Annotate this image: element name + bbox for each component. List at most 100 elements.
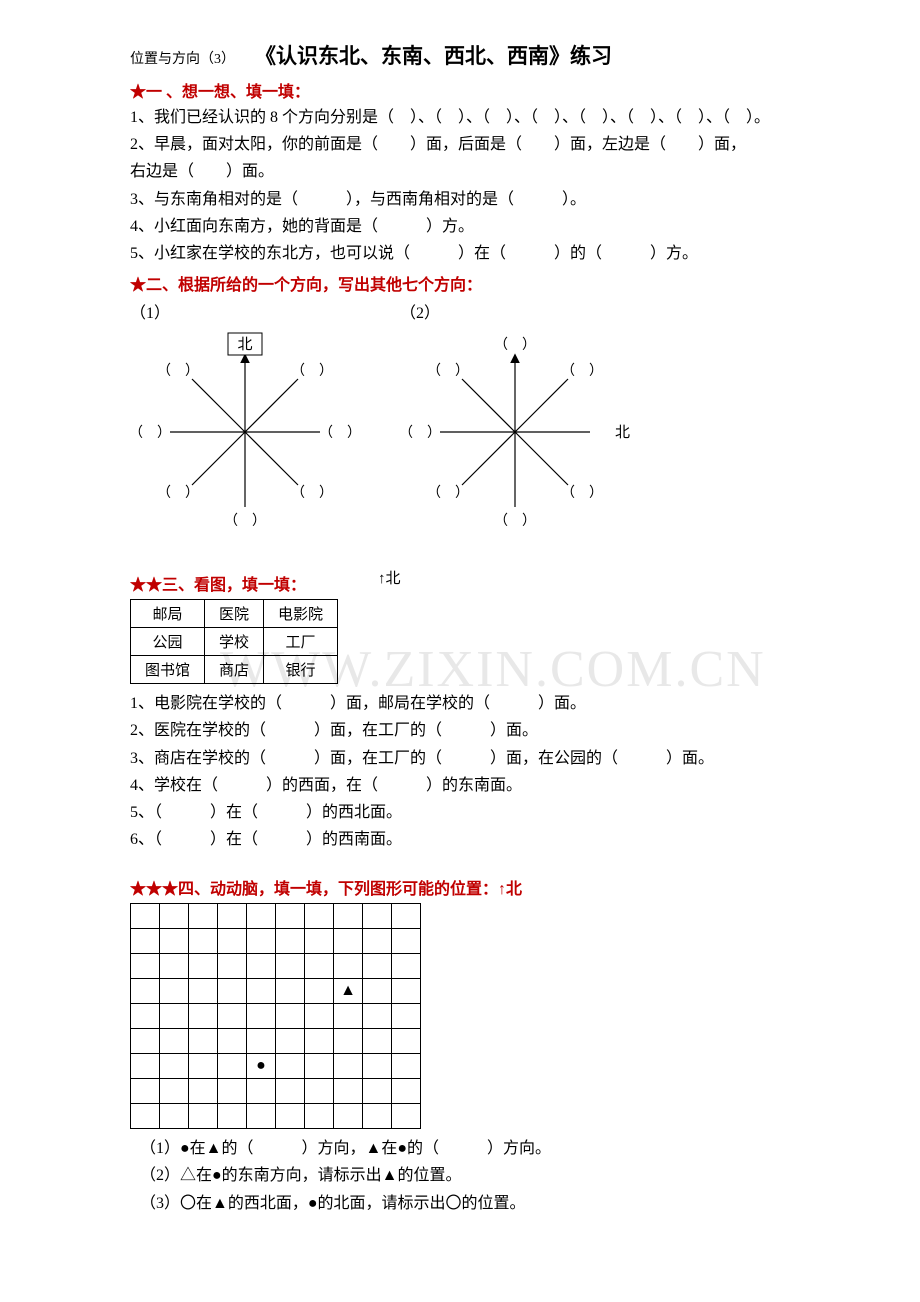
grid-cell	[305, 1029, 334, 1054]
s3-q5: 5、（ ）在（ ）的西北面。	[130, 799, 790, 826]
grid-cell	[218, 929, 247, 954]
s3-q1: 1、电影院在学校的（ ）面，邮局在学校的（ ）面。	[130, 690, 790, 717]
loc-cell: 医院	[205, 600, 264, 628]
s3-q4: 4、学校在（ ）的西面，在（ ）的东南面。	[130, 772, 790, 799]
grid-cell	[189, 1004, 218, 1029]
d2-blank-sw: （ ）	[427, 485, 469, 501]
loc-cell: 商店	[205, 656, 264, 684]
grid-cell	[218, 1079, 247, 1104]
d1-blank-sw: （ ）	[157, 485, 199, 501]
grid-cell	[160, 954, 189, 979]
grid-cell	[189, 1104, 218, 1129]
north-marker-s3: ↑北	[378, 567, 401, 588]
loc-cell: 银行	[264, 656, 338, 684]
grid-cell	[189, 954, 218, 979]
grid-cell	[247, 904, 276, 929]
grid-cell	[392, 954, 421, 979]
d2-east-label: 北	[615, 424, 630, 441]
grid-cell	[247, 1079, 276, 1104]
s3-q6: 6、（ ）在（ ）的西南面。	[130, 826, 790, 853]
grid-cell	[131, 1104, 160, 1129]
grid-cell	[218, 954, 247, 979]
grid-cell	[131, 904, 160, 929]
location-table: 邮局 医院 电影院 公园 学校 工厂 图书馆 商店 银行	[130, 599, 338, 684]
d1-blank-ne: （ ）	[291, 363, 333, 379]
header-small: 位置与方向（3）	[130, 48, 235, 68]
grid-cell	[363, 979, 392, 1004]
s1-q1: 1、我们已经认识的 8 个方向分别是（ ）、（ ）、（ ）、（ ）、（ ）、（ …	[130, 104, 790, 131]
grid-cell	[334, 1104, 363, 1129]
compass-diagrams-row: （1）	[130, 299, 790, 537]
grid-cell	[392, 1104, 421, 1129]
loc-cell: 学校	[205, 628, 264, 656]
loc-cell: 邮局	[131, 600, 205, 628]
grid-cell	[392, 904, 421, 929]
grid-cell	[334, 1079, 363, 1104]
grid-cell	[131, 929, 160, 954]
grid-cell	[305, 929, 334, 954]
grid-cell	[247, 929, 276, 954]
grid-cell	[363, 929, 392, 954]
grid-cell	[305, 1079, 334, 1104]
grid-cell	[131, 1054, 160, 1079]
grid-cell	[334, 1004, 363, 1029]
grid-cell	[247, 954, 276, 979]
grid-cell	[334, 954, 363, 979]
grid-cell	[334, 929, 363, 954]
s1-q2b: 右边是（ ）面。	[130, 158, 790, 185]
position-grid: ▲●	[130, 903, 421, 1129]
s3-q2: 2、医院在学校的（ ）面，在工厂的（ ）面。	[130, 717, 790, 744]
section4-title: ★★★四、动动脑，填一填，下列图形可能的位置：↑北	[130, 875, 790, 899]
compass-svg-1: 北 （ ） （ ） （ ） （ ） （ ） （ ） （ ）	[130, 327, 360, 537]
grid-cell	[218, 904, 247, 929]
grid-cell	[160, 1054, 189, 1079]
compass-diagram-1: （1）	[130, 299, 360, 537]
grid-cell	[160, 1029, 189, 1054]
grid-cell: ●	[247, 1054, 276, 1079]
d1-blank-se: （ ）	[291, 485, 333, 501]
d2-blank-ne: （ ）	[561, 363, 603, 379]
grid-cell	[276, 904, 305, 929]
grid-cell	[363, 1054, 392, 1079]
s1-q2a: 2、早晨，面对太阳，你的前面是（ ）面，后面是（ ）面，左边是（ ）面，	[130, 131, 790, 158]
grid-cell	[276, 929, 305, 954]
grid-cell: ▲	[334, 979, 363, 1004]
grid-cell	[276, 1104, 305, 1129]
grid-cell	[160, 1104, 189, 1129]
grid-cell	[305, 1004, 334, 1029]
grid-cell	[189, 1029, 218, 1054]
grid-cell	[305, 954, 334, 979]
grid-cell	[247, 1104, 276, 1129]
grid-cell	[334, 1054, 363, 1079]
s4-q2: （2）△在●的东南方向，请标示出▲的位置。	[140, 1162, 790, 1189]
grid-cell	[160, 929, 189, 954]
grid-cell	[189, 904, 218, 929]
grid-cell	[160, 1079, 189, 1104]
grid-cell	[305, 904, 334, 929]
grid-cell	[247, 979, 276, 1004]
grid-cell	[392, 1029, 421, 1054]
grid-cell	[392, 1004, 421, 1029]
d2-blank-w: （ ）	[400, 425, 441, 441]
grid-cell	[131, 979, 160, 1004]
grid-cell	[189, 1079, 218, 1104]
grid-cell	[247, 1029, 276, 1054]
s1-q4: 4、小红面向东南方，她的背面是（ ）方。	[130, 213, 790, 240]
grid-cell	[305, 979, 334, 1004]
grid-cell	[334, 1029, 363, 1054]
grid-cell	[218, 1054, 247, 1079]
grid-cell	[218, 1104, 247, 1129]
s4-q3: （3）〇在▲的西北面，●的北面，请标示出〇的位置。	[140, 1190, 790, 1217]
section1-title: ★一 、想一想、填一填：	[130, 78, 790, 102]
grid-cell	[305, 1104, 334, 1129]
grid-cell	[218, 979, 247, 1004]
s3-q3: 3、商店在学校的（ ）面，在工厂的（ ）面，在公园的（ ）面。	[130, 745, 790, 772]
grid-cell	[131, 1029, 160, 1054]
d1-blank-w: （ ）	[130, 425, 171, 441]
s4-q1: （1）●在▲的（ ）方向，▲在●的（ ）方向。	[140, 1135, 790, 1162]
loc-cell: 公园	[131, 628, 205, 656]
grid-cell	[189, 929, 218, 954]
s1-q3: 3、与东南角相对的是（ ），与西南角相对的是（ ）。	[130, 186, 790, 213]
grid-cell	[160, 904, 189, 929]
section3-title: ★★三、看图，填一填：	[130, 571, 338, 595]
